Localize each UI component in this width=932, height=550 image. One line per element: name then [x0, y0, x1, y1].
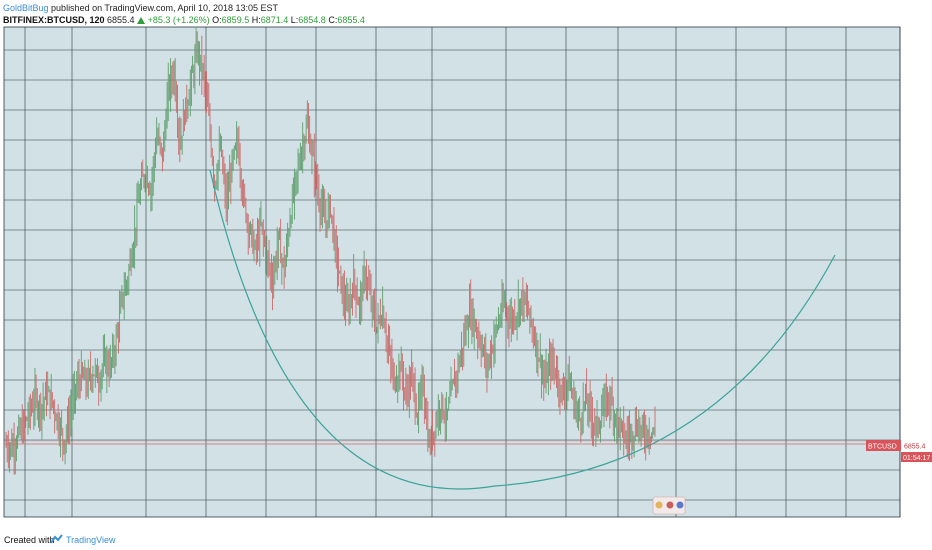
tradingview-logo-icon: [50, 534, 63, 544]
last-price: 6855.4: [107, 15, 135, 25]
plot-border: [3, 26, 901, 518]
close-value: 6855.4: [337, 15, 365, 25]
price-tag-value: 6855.4: [904, 444, 926, 451]
chart-header: GoldBitBug published on TradingView.com,…: [3, 2, 923, 26]
low-value: 6854.8: [298, 15, 326, 25]
candles: [5, 26, 656, 475]
open-value: 6859.5: [221, 15, 250, 25]
bar-countdown: 01:54:17: [903, 455, 930, 462]
high-value: 6871.4: [260, 15, 289, 25]
footer: Created with TradingView: [0, 530, 932, 550]
plot-area[interactable]: [4, 27, 900, 517]
open-label: O:: [212, 15, 222, 25]
price-chart[interactable]: BTCUSD 6855.4 01:54:17: [0, 0, 932, 530]
publisher-link[interactable]: GoldBitBug: [3, 3, 49, 13]
price-tag[interactable]: BTCUSD 6855.4 01:54:17: [866, 440, 932, 462]
close-label: C:: [328, 15, 338, 25]
flag-icon: [676, 501, 684, 509]
flag-icon: [666, 501, 674, 509]
event-markers[interactable]: [652, 496, 686, 515]
symbol-label[interactable]: BITFINEX:BTCUSD, 120: [3, 15, 105, 25]
grid: [3, 26, 901, 518]
publish-info: GoldBitBug published on TradingView.com,…: [3, 2, 923, 14]
cup-arc-drawing[interactable]: [209, 169, 836, 490]
low-label: L:: [290, 15, 299, 25]
published-text: published on TradingView.com, April 10, …: [51, 3, 279, 13]
ohlc-legend: BITFINEX:BTCUSD, 120 6855.4 +85.3 (+1.26…: [3, 14, 923, 26]
up-arrow-icon: [137, 17, 146, 24]
high-label: H:: [251, 15, 261, 25]
created-with-text: Created with: [4, 535, 55, 545]
flag-icon: [655, 501, 663, 509]
tradingview-link[interactable]: TradingView: [66, 535, 116, 545]
price-tag-symbol: BTCUSD: [868, 444, 897, 451]
price-change: +85.3 (+1.26%): [147, 15, 210, 25]
